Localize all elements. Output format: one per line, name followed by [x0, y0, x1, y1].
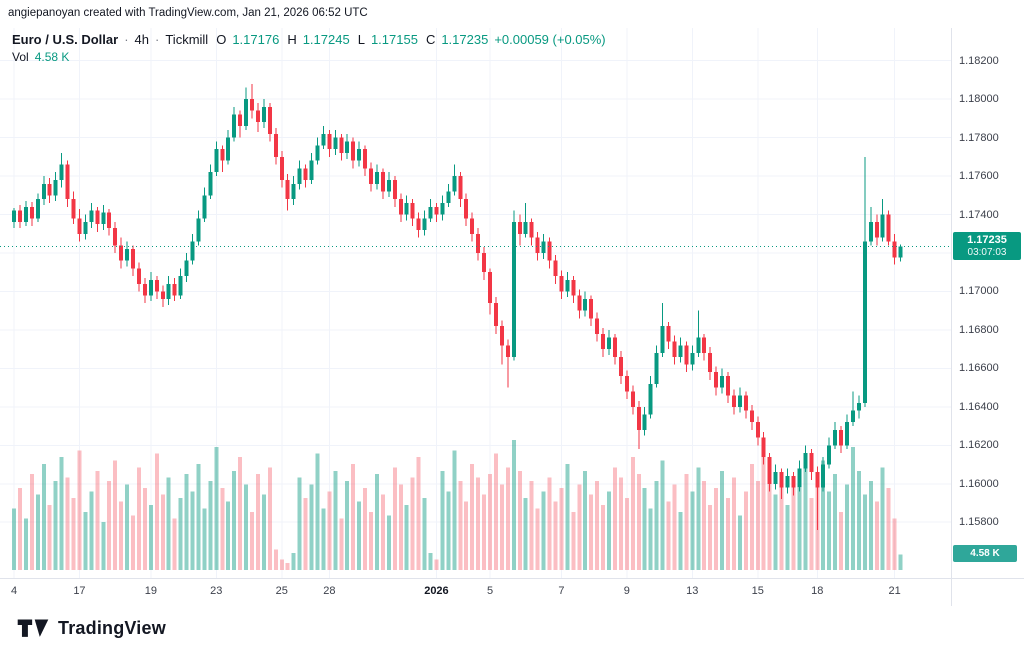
time-scale-label: 15	[751, 585, 764, 597]
plot-svg	[0, 28, 952, 578]
last-price-value: 1.17235	[967, 234, 1007, 247]
low-label: L	[357, 32, 365, 47]
time-scale-label: 18	[811, 585, 824, 597]
broker-label: Tickmill	[165, 32, 209, 47]
close-value: 1.17235	[441, 32, 489, 47]
high-label: H	[287, 32, 297, 47]
open-label: O	[216, 32, 227, 47]
time-scale-label: 21	[888, 585, 901, 597]
high-value: 1.17245	[302, 32, 350, 47]
price-scale-separator	[951, 28, 952, 606]
volume-badge: 4.58 K	[953, 545, 1017, 563]
change-value: +0.00059 (+0.05%)	[494, 32, 606, 47]
price-scale-label: 1.16600	[959, 362, 999, 375]
tradingview-logo-text: TradingView	[58, 617, 166, 638]
price-scale-label: 1.16200	[959, 439, 999, 452]
time-scale-label: 17	[73, 585, 86, 597]
chart-legend: Euro / U.S. Dollar · 4h · Tickmill O 1.17…	[12, 32, 606, 64]
volume-value: 4.58 K	[34, 50, 70, 64]
price-scale[interactable]: 1.18200 1.18000 1.17800 1.17600 1.17400 1.170…	[952, 28, 1024, 578]
separator-dot: ·	[155, 32, 160, 47]
price-scale-label: 1.18200	[959, 54, 999, 67]
separator-dot: ·	[124, 32, 129, 47]
time-scale[interactable]: 4 17 19 23 25 28 2026 5 7 9 13 15 18 21	[0, 578, 952, 606]
time-scale-separator	[0, 578, 1024, 579]
time-scale-label: 2026	[424, 585, 449, 597]
time-scale-label: 25	[275, 585, 288, 597]
symbol-title[interactable]: Euro / U.S. Dollar	[12, 32, 119, 47]
time-scale-label: 13	[686, 585, 699, 597]
price-scale-label: 1.17400	[959, 208, 999, 221]
price-scale-label: 1.17800	[959, 131, 999, 144]
price-scale-label: 1.16400	[959, 400, 999, 413]
price-scale-label: 1.16000	[959, 477, 999, 490]
tradingview-logo[interactable]: TradingView	[16, 616, 166, 640]
time-scale-label: 23	[210, 585, 223, 597]
price-scale-label: 1.17000	[959, 285, 999, 298]
price-scale-label: 1.15800	[959, 516, 999, 529]
close-label: C	[425, 32, 436, 47]
attribution-text: angiepanoyan created with TradingView.co…	[8, 7, 368, 19]
time-scale-label: 9	[623, 585, 630, 597]
interval-label[interactable]: 4h	[134, 32, 149, 47]
time-scale-label: 19	[144, 585, 157, 597]
time-scale-label: 7	[558, 585, 565, 597]
bar-countdown: 03:07:03	[967, 247, 1007, 259]
price-scale-label: 1.18000	[959, 93, 999, 106]
time-scale-label: 4	[10, 585, 18, 597]
price-scale-label: 1.16800	[959, 323, 999, 336]
time-scale-label: 5	[486, 585, 494, 597]
time-scale-label: 28	[323, 585, 336, 597]
last-price-badge: 1.17235 03:07:03	[953, 232, 1021, 261]
low-value: 1.17155	[370, 32, 418, 47]
open-value: 1.17176	[232, 32, 280, 47]
volume-label[interactable]: Vol	[12, 50, 29, 64]
tradingview-logo-icon	[17, 619, 49, 637]
chart-plot-area[interactable]	[0, 28, 952, 578]
price-scale-label: 1.17600	[959, 170, 999, 183]
